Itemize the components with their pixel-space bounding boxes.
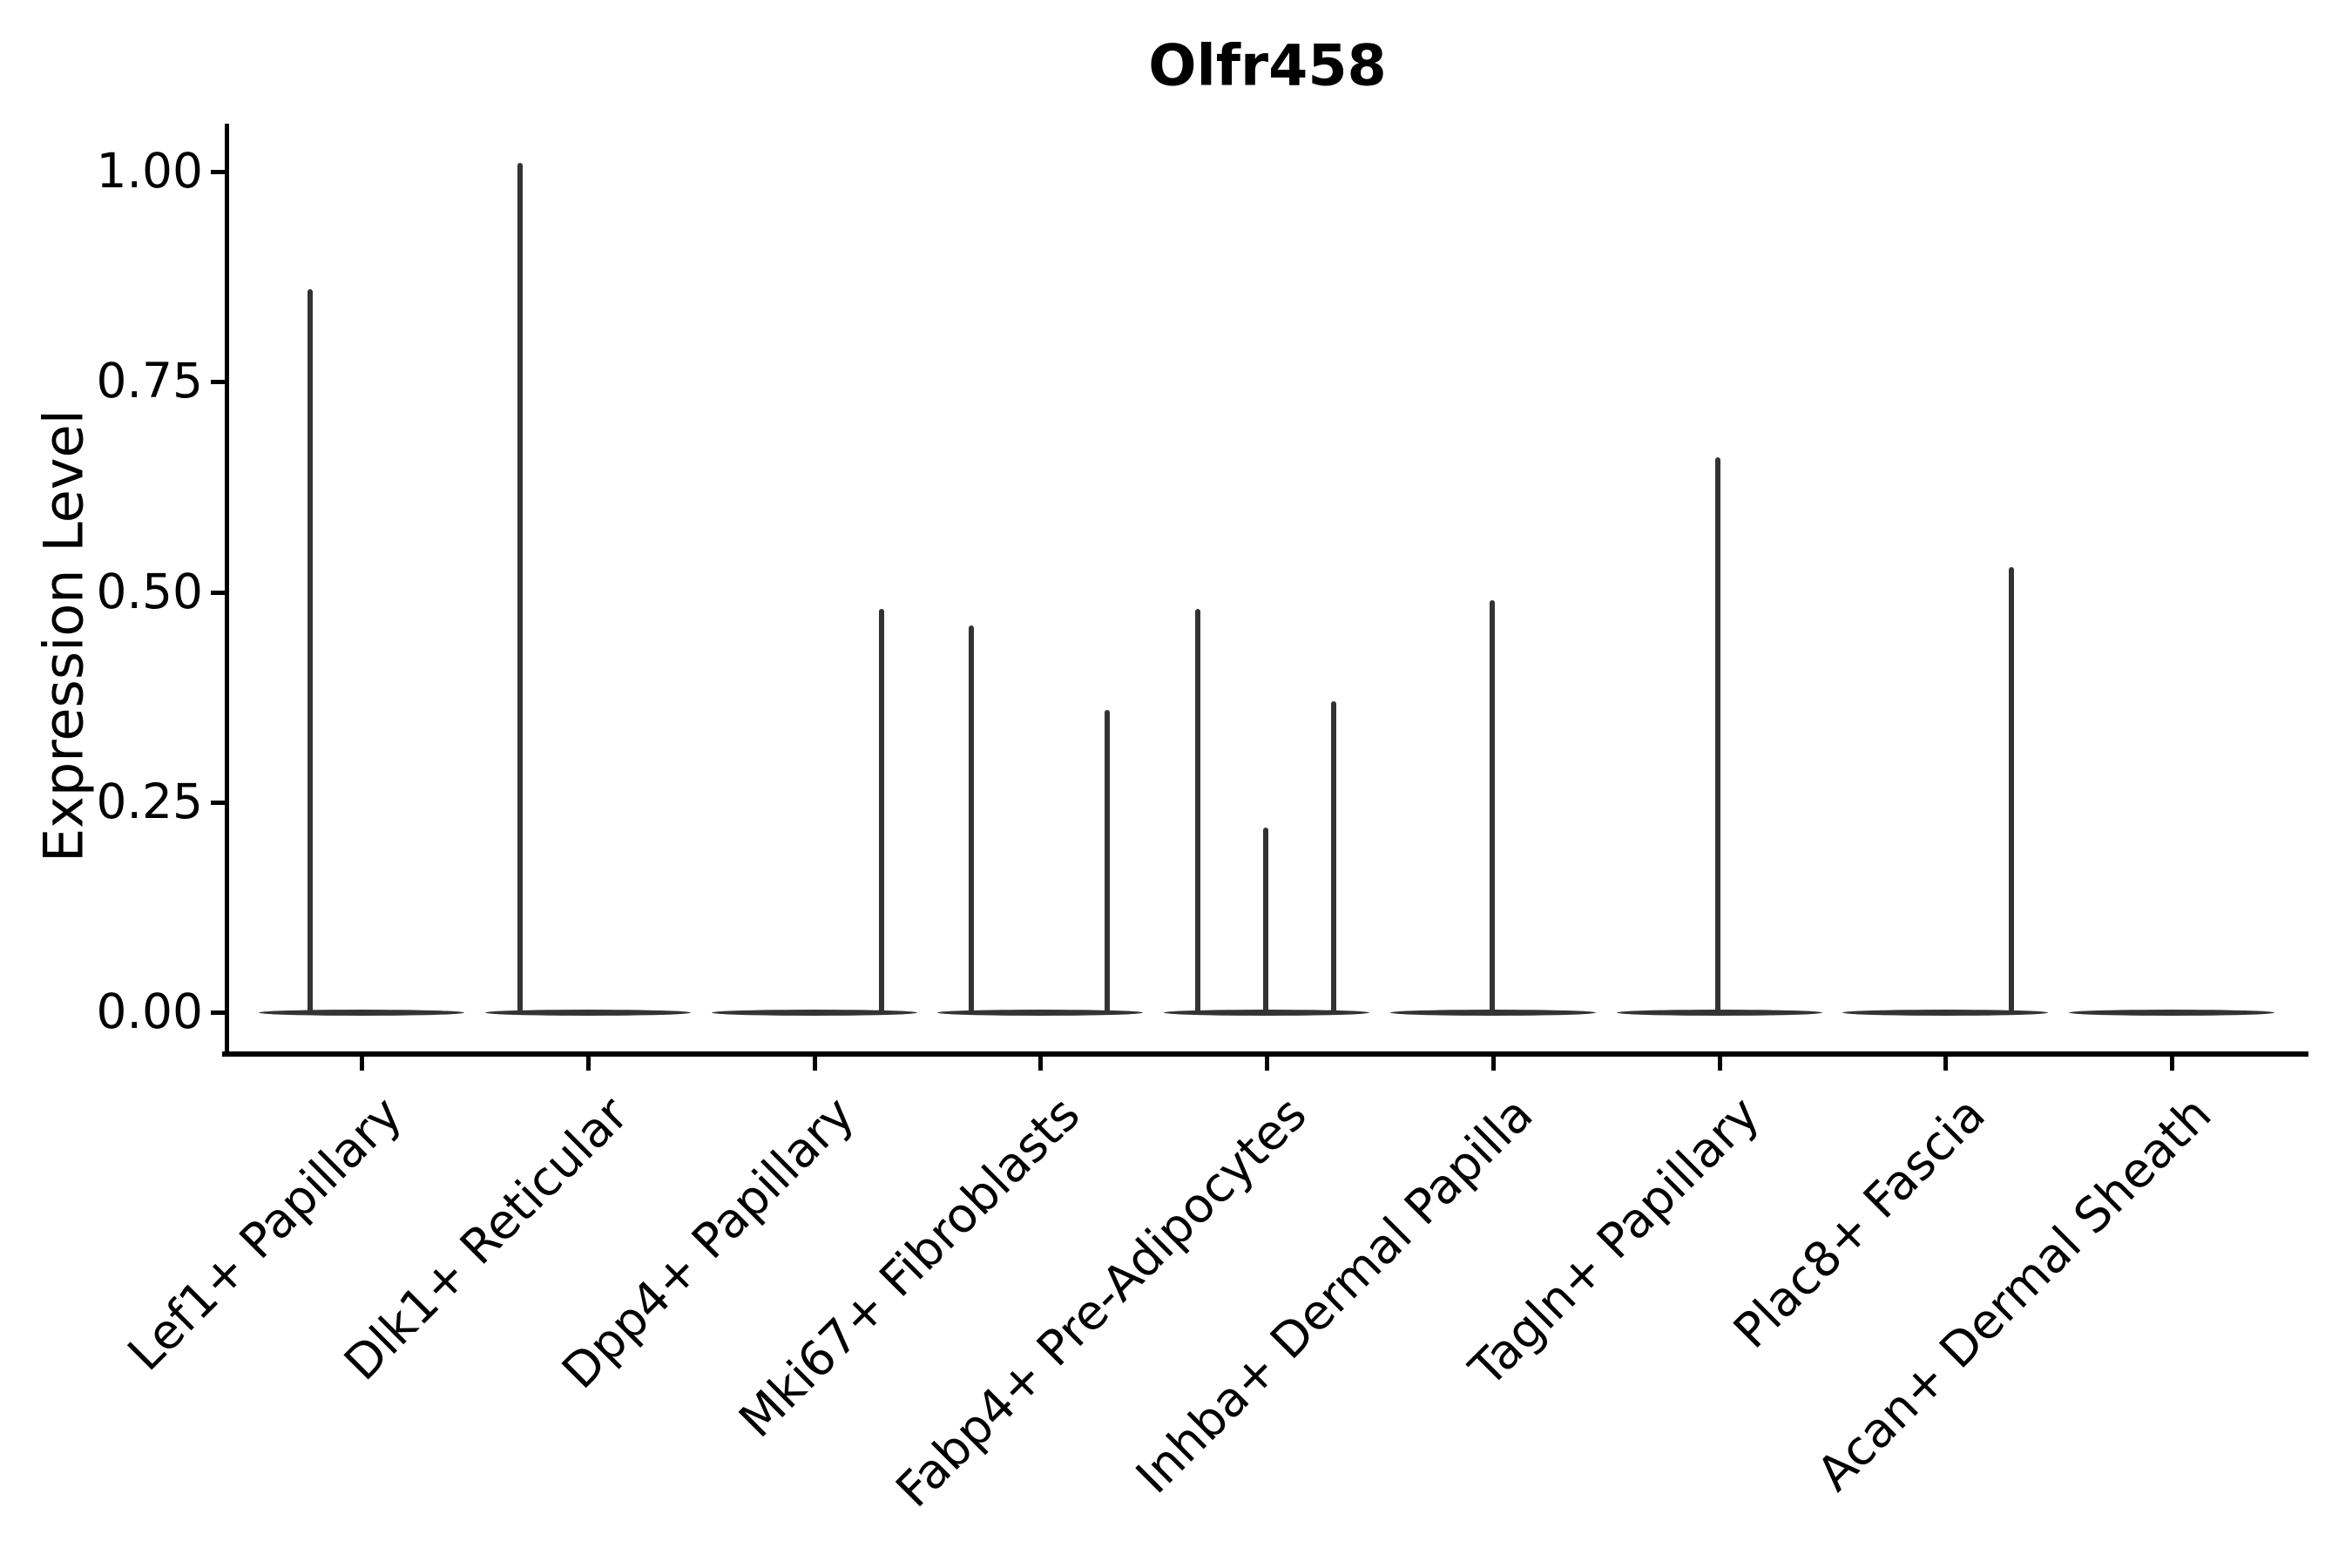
x-tick-label: Inhba+ Dermal Papilla bbox=[1125, 1085, 1544, 1504]
x-tick-label: Fabp4+ Pre-Adipocytes bbox=[885, 1085, 1317, 1518]
x-tick-mark bbox=[585, 1057, 591, 1071]
y-tick-label: 1.00 bbox=[96, 143, 203, 199]
y-axis-spine bbox=[225, 124, 229, 1057]
violin-baseline bbox=[711, 1010, 917, 1016]
x-tick-mark bbox=[1490, 1057, 1496, 1071]
x-tick-mark bbox=[1943, 1057, 1949, 1071]
violin-spike bbox=[1489, 600, 1495, 1014]
x-tick-mark bbox=[812, 1057, 817, 1071]
violin-spike bbox=[1195, 609, 1200, 1014]
y-tick-label: 0.25 bbox=[96, 773, 203, 829]
y-axis-label: Expression Level bbox=[31, 409, 96, 862]
violin-spike bbox=[2009, 567, 2015, 1014]
y-tick-label: 0.00 bbox=[96, 983, 203, 1039]
x-tick-mark bbox=[1717, 1057, 1722, 1071]
violin-spike bbox=[878, 609, 884, 1014]
y-tick-label: 0.50 bbox=[96, 563, 203, 619]
violin-baseline bbox=[937, 1010, 1144, 1016]
x-tick-mark bbox=[2170, 1057, 2174, 1071]
violin-spike bbox=[517, 163, 523, 1014]
x-tick-mark bbox=[1038, 1057, 1044, 1071]
y-tick-label: 0.75 bbox=[96, 353, 203, 409]
y-tick-mark bbox=[211, 380, 226, 385]
violin-spike bbox=[969, 625, 975, 1014]
violin-baseline bbox=[259, 1010, 464, 1016]
y-tick-mark bbox=[211, 590, 226, 595]
violin-baseline bbox=[2069, 1010, 2274, 1016]
violin-spike bbox=[1331, 701, 1336, 1014]
x-tick-mark bbox=[360, 1057, 364, 1071]
y-tick-mark bbox=[211, 1010, 226, 1015]
chart-title: Olfr458 bbox=[1148, 33, 1387, 99]
x-tick-label: Acan+ Dermal Sheath bbox=[1806, 1085, 2222, 1502]
violin-spike bbox=[1714, 457, 1720, 1014]
y-tick-mark bbox=[211, 800, 226, 805]
violin-baseline bbox=[484, 1010, 691, 1016]
x-axis-spine bbox=[222, 1051, 2308, 1057]
violin-baseline bbox=[1842, 1010, 2049, 1016]
x-tick-mark bbox=[1265, 1057, 1269, 1071]
y-tick-mark bbox=[211, 170, 226, 174]
violin-spike bbox=[308, 289, 313, 1014]
violin-spike bbox=[1263, 828, 1268, 1014]
violin-spike bbox=[1105, 710, 1111, 1014]
